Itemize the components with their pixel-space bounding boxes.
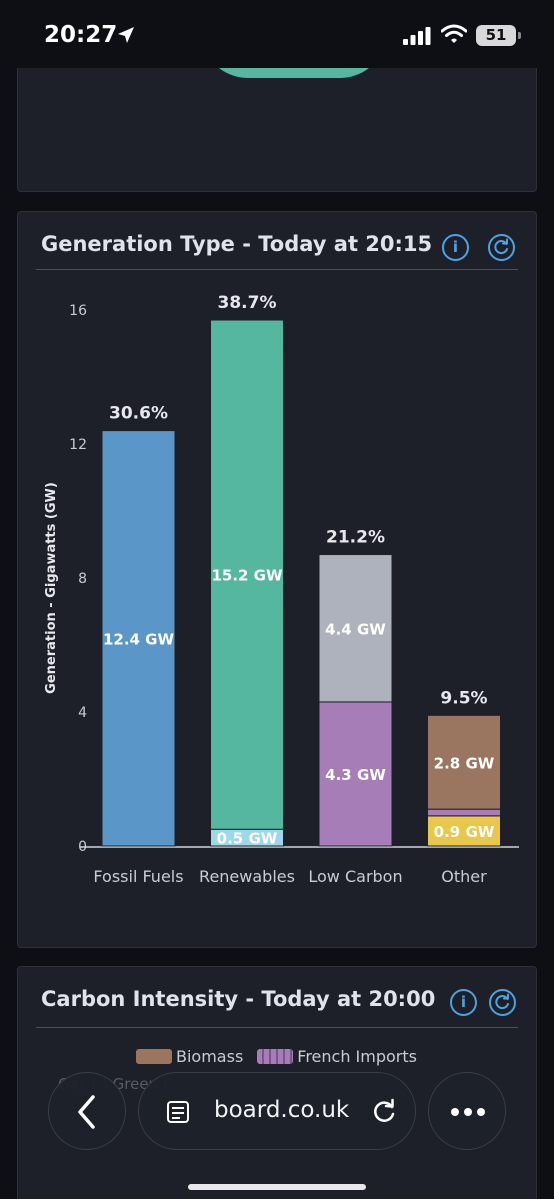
bar-value-label: 0.5 GW: [217, 830, 278, 848]
wifi-icon: [441, 24, 467, 43]
bar-segment: [101, 430, 176, 847]
y-tick-label: 4: [78, 705, 87, 721]
bar-value-label: 0.9 GW: [434, 823, 495, 841]
bar-value-label: 4.4 GW: [325, 620, 386, 638]
location-arrow-icon: [118, 27, 134, 43]
back-button[interactable]: [48, 1072, 126, 1150]
y-tick-label: 12: [69, 437, 87, 453]
more-options-button[interactable]: [428, 1072, 506, 1150]
title-divider: [36, 269, 518, 270]
bar-segment: [318, 701, 393, 847]
y-axis-label: Generation - Gigawatts (GW): [44, 482, 59, 694]
cellular-signal-icon: [403, 27, 431, 45]
info-icon[interactable]: i: [442, 234, 469, 261]
bar-value-label: 15.2 GW: [211, 567, 283, 585]
bar-value-label: 4.3 GW: [325, 766, 386, 784]
legend-swatch-french-imports: [257, 1049, 294, 1064]
title-divider: [36, 1027, 518, 1028]
status-bar: 20:27 51: [0, 0, 554, 68]
carbon-legend: Biomass French Imports: [136, 1047, 417, 1066]
bar-total-label: 21.2%: [326, 528, 385, 548]
x-tick-label: Other: [441, 867, 487, 886]
reader-mode-icon[interactable]: [163, 1097, 193, 1127]
reload-icon[interactable]: [369, 1097, 399, 1127]
home-indicator: [188, 1184, 366, 1190]
bar-value-label: 2.8 GW: [434, 754, 495, 772]
legend-swatch-biomass: [136, 1049, 172, 1064]
carbon-card-title: Carbon Intensity - Today at 20:00: [41, 987, 436, 1011]
x-tick-label: Fossil Fuels: [93, 867, 183, 886]
generation-type-card: Generation Type - Today at 20:15 i Gener…: [17, 211, 537, 948]
bar-total-label: 9.5%: [440, 688, 487, 708]
bar-segment: [427, 808, 501, 817]
y-tick-label: 16: [69, 303, 87, 319]
x-tick-label: Low Carbon: [308, 867, 402, 886]
url-text[interactable]: board.co.uk: [214, 1097, 350, 1123]
refresh-icon[interactable]: [488, 234, 515, 261]
battery-indicator: 51: [476, 25, 521, 46]
x-tick-label: Renewables: [199, 867, 295, 886]
chevron-left-icon: [78, 1095, 95, 1129]
refresh-icon[interactable]: [489, 989, 516, 1016]
bar-value-label: 12.4 GW: [103, 630, 175, 648]
bar-total-label: 30.6%: [109, 404, 168, 424]
ellipsis-icon: [451, 1108, 485, 1116]
bar-segment: [318, 554, 393, 703]
legend-label-french-imports[interactable]: French Imports: [297, 1047, 417, 1066]
y-tick-label: 8: [78, 571, 87, 587]
clock: 20:27: [44, 22, 118, 48]
bar-total-label: 38.7%: [218, 293, 277, 313]
browser-toolbar: board.co.uk: [0, 1060, 554, 1199]
legend-label-biomass[interactable]: Biomass: [176, 1047, 244, 1066]
bar-segment: [427, 815, 501, 847]
info-icon[interactable]: i: [450, 989, 477, 1016]
address-bar[interactable]: board.co.uk: [138, 1072, 416, 1150]
bar-segment: [427, 714, 501, 810]
generation-card-title: Generation Type - Today at 20:15: [41, 232, 433, 256]
bar-segment: [210, 319, 284, 830]
